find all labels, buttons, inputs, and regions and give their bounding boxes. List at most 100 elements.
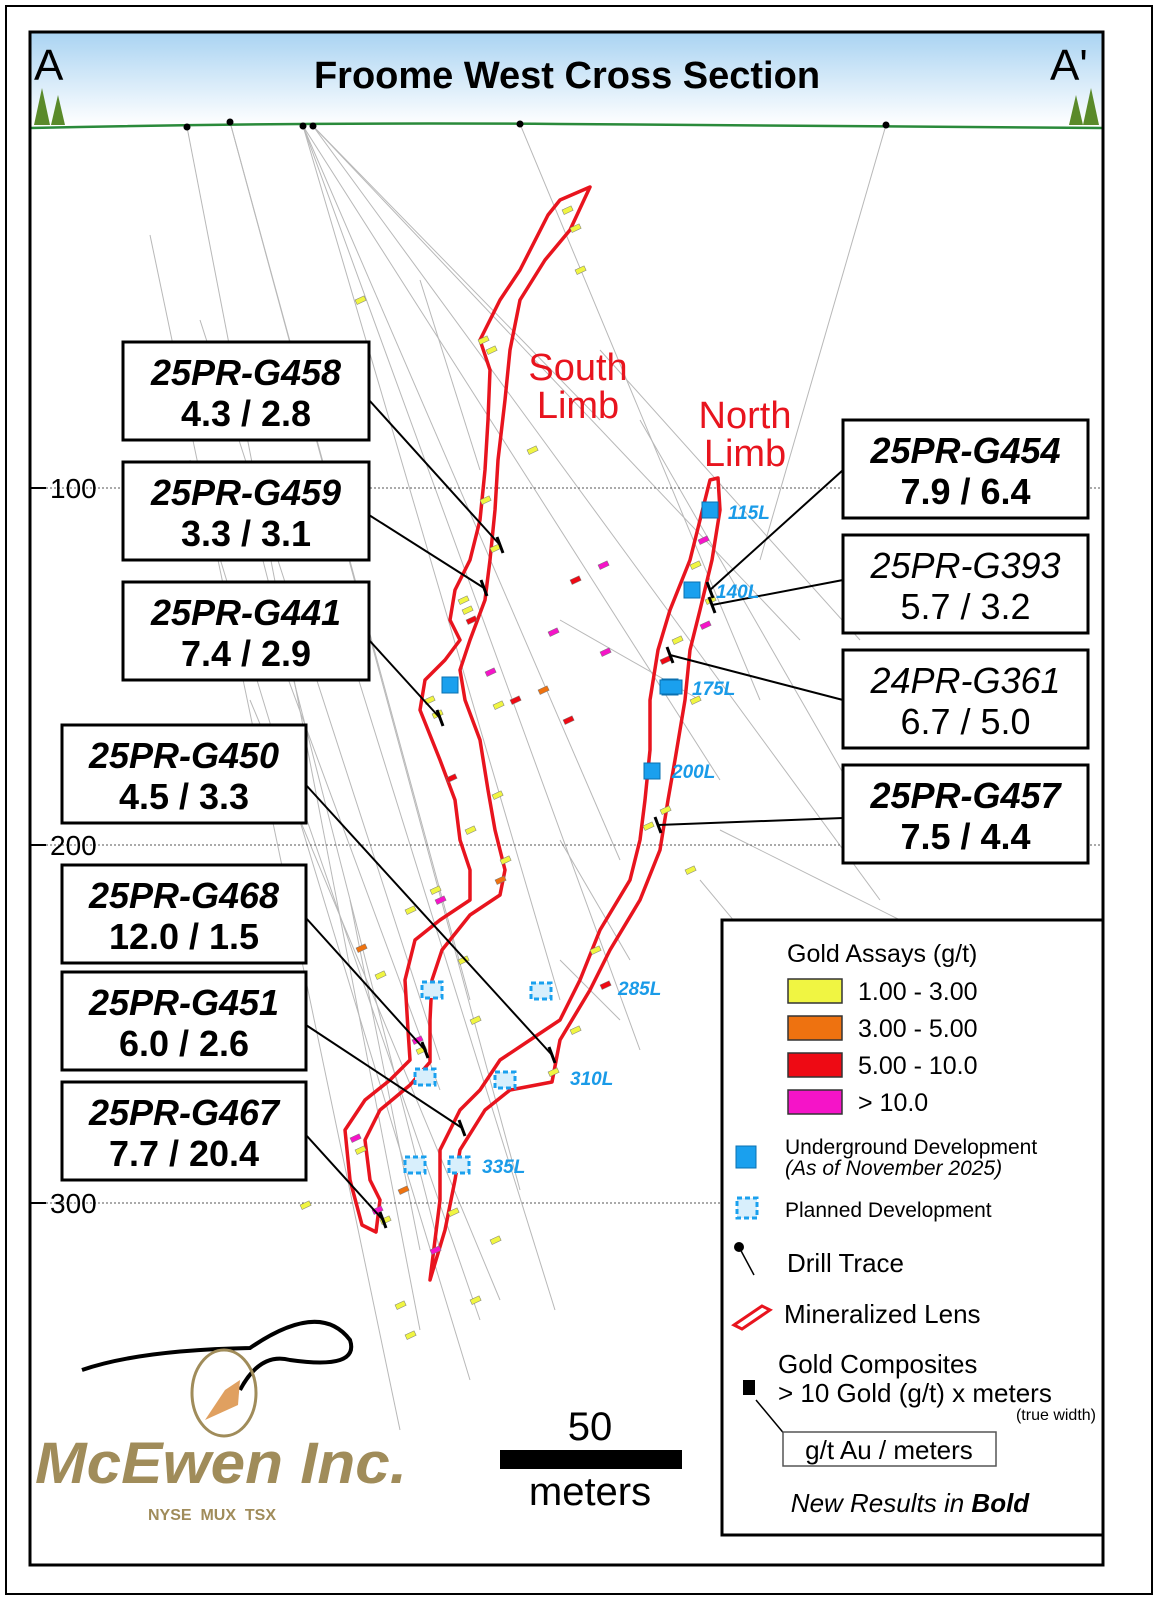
drill-trace xyxy=(349,899,421,1251)
drill-trace xyxy=(419,279,481,471)
gold-composite-marker xyxy=(457,1119,467,1137)
gold-assay-marker xyxy=(509,695,522,705)
callout-hole-id: 25PR-G457 xyxy=(869,775,1062,816)
legend-assay-label: > 10.0 xyxy=(858,1089,928,1117)
gold-assay-marker xyxy=(562,715,575,725)
planned-development-marker xyxy=(493,1070,517,1090)
legend: Gold Assays (g/t) 1.00 - 3.00 3.00 - 5.00… xyxy=(720,918,1105,1537)
gold-composite-marker xyxy=(435,709,445,727)
drill-trace xyxy=(312,125,881,901)
gold-assay-marker xyxy=(489,1235,502,1245)
callout-leader xyxy=(368,639,441,719)
gold-assay-marker xyxy=(404,905,417,915)
gold-assay-marker xyxy=(299,1200,312,1210)
gold-assay-marker xyxy=(561,205,574,215)
underground-development-marker xyxy=(643,762,661,780)
logo-wordmark: McEwen Inc. xyxy=(35,1431,407,1496)
gold-assay-marker xyxy=(569,223,582,233)
callout-hole-id: 25PR-G458 xyxy=(150,352,341,393)
callout-leader xyxy=(305,917,426,1051)
callout-leader xyxy=(711,579,844,606)
gold-assay-marker xyxy=(404,1330,417,1340)
north-limb-label: North xyxy=(699,395,792,437)
gold-assay-marker xyxy=(461,605,474,615)
gold-assay-marker xyxy=(477,335,490,345)
gold-assay-marker xyxy=(599,647,612,657)
legend-swatch xyxy=(787,1052,843,1078)
gold-assay-marker xyxy=(671,635,684,645)
legend-planned: Planned Development xyxy=(785,1199,992,1222)
underground-development-icon xyxy=(735,1145,757,1169)
south-limb-lens xyxy=(343,185,592,1234)
gold-assay-marker xyxy=(689,695,702,705)
callout-hole-id: 25PR-G393 xyxy=(869,545,1060,586)
gold-assay-marker xyxy=(569,575,582,585)
callout-hole-id: 25PR-G459 xyxy=(150,472,341,513)
gold-composite-marker xyxy=(707,596,717,614)
legend-drill-trace: Drill Trace xyxy=(787,1248,904,1278)
drill-trace xyxy=(759,124,887,561)
gold-assay-markers xyxy=(299,205,717,1340)
gold-composite-marker xyxy=(479,579,489,597)
north-limb-label-2: Limb xyxy=(704,433,786,475)
callout-hole-id: 24PR-G361 xyxy=(869,660,1060,701)
gold-assay-marker xyxy=(464,825,477,835)
callout-leader xyxy=(709,469,844,591)
callout-values: 12.0 / 1.5 xyxy=(109,916,259,957)
ground-surface xyxy=(29,122,1104,130)
callout-hole-id: 25PR-G468 xyxy=(88,875,279,916)
legend-swatch xyxy=(787,1015,843,1041)
gold-assay-marker xyxy=(499,855,512,865)
gold-composite-marker xyxy=(665,646,675,664)
underground-development-marker xyxy=(441,676,459,694)
legend-swatch xyxy=(787,1089,843,1115)
planned-development-marker xyxy=(529,981,553,1001)
legend-composites-format: g/t Au / meters xyxy=(805,1435,973,1465)
planned-development-marker xyxy=(420,980,444,1000)
gold-assay-marker xyxy=(659,805,672,815)
scale-bar-unit: meters xyxy=(529,1470,651,1514)
drill-trace xyxy=(269,629,441,1091)
mineralized-lens-icon xyxy=(731,1304,773,1331)
tree-icon xyxy=(34,88,1099,125)
gold-assay-marker xyxy=(537,685,550,695)
gold-assay-marker xyxy=(394,1300,407,1310)
gold-assay-marker xyxy=(469,1295,482,1305)
level-label-310L: 310L xyxy=(570,1069,613,1090)
gold-assay-marker xyxy=(684,865,697,875)
callout-values: 4.3 / 2.8 xyxy=(181,393,311,434)
callout-values: 5.7 / 3.2 xyxy=(900,586,1030,627)
legend-swatch xyxy=(787,978,843,1004)
depth-label-200: 200 xyxy=(50,830,97,861)
callout-values: 3.3 / 3.1 xyxy=(181,513,311,554)
drill-trace xyxy=(312,125,601,421)
gold-assay-marker xyxy=(485,345,498,355)
north-limb-lens xyxy=(428,476,722,1282)
callout-hole-id: 25PR-G454 xyxy=(869,430,1060,471)
section-start-label: A xyxy=(34,41,64,90)
gold-composite-marker xyxy=(705,581,715,599)
legend-underground-date: (As of November 2025) xyxy=(785,1157,1002,1180)
level-label-335L: 335L xyxy=(482,1157,525,1178)
gold-assay-marker xyxy=(589,945,602,955)
development-markers xyxy=(403,501,719,1175)
gold-assay-marker xyxy=(429,885,442,895)
legend-assay-label: 1.00 - 3.00 xyxy=(858,978,978,1006)
planned-development-marker xyxy=(403,1155,427,1175)
planned-development-marker xyxy=(413,1067,437,1087)
callout-leader xyxy=(368,399,501,546)
legend-assay-label: 5.00 - 10.0 xyxy=(858,1052,978,1080)
gold-assay-marker xyxy=(434,895,447,905)
south-limb-label-2: Limb xyxy=(537,385,619,427)
gold-composite-marker xyxy=(653,816,663,834)
callout-hole-id: 25PR-G450 xyxy=(88,735,279,776)
section-end-label: A' xyxy=(1050,41,1088,90)
gold-assay-marker xyxy=(447,1207,460,1217)
drill-trace xyxy=(302,125,721,781)
